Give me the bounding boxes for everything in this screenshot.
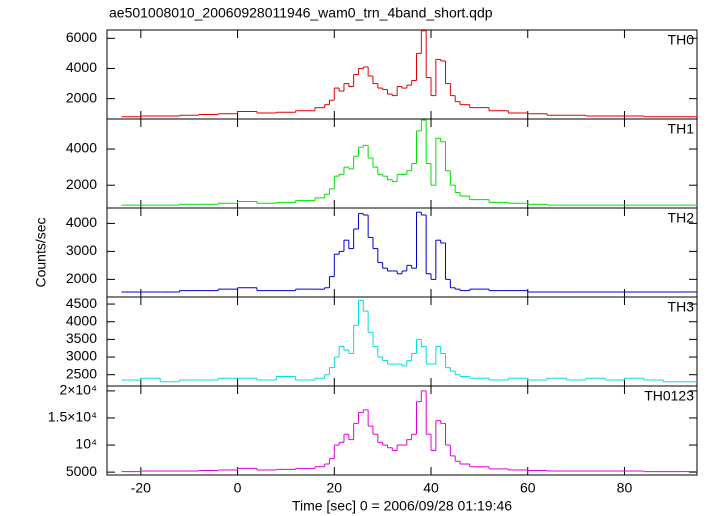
y-tick-label: 4500	[66, 295, 97, 311]
series-label: TH0	[668, 32, 695, 48]
panel-frame	[106, 296, 698, 387]
x-axis-label: Time [sec] 0 = 2006/09/28 01:19:46	[292, 498, 512, 514]
y-tick-label: 2×10⁴	[59, 382, 97, 398]
chart-title: ae501008010_20060928011946_wam0_trn_4ban…	[109, 5, 493, 21]
x-tick-label: 20	[327, 480, 343, 496]
x-tick-label: -20	[131, 480, 151, 496]
y-tick-label: 3000	[66, 348, 97, 364]
y-tick-label: 2000	[66, 176, 97, 192]
panel-frame	[106, 29, 698, 120]
y-tick-label: 2000	[66, 89, 97, 105]
series-label: TH3	[668, 299, 695, 315]
x-tick-label: 80	[617, 480, 633, 496]
y-tick-label: 4000	[66, 214, 97, 230]
x-tick-label: 0	[234, 480, 242, 496]
y-tick-label: 6000	[66, 29, 97, 45]
y-tick-label: 4000	[66, 140, 97, 156]
x-tick-label: 60	[520, 480, 536, 496]
y-tick-label: 2500	[66, 365, 97, 381]
panel-frame	[106, 207, 698, 298]
series-label: TH1	[668, 121, 695, 137]
y-tick-label: 4000	[66, 59, 97, 75]
panel-frame	[106, 385, 698, 476]
y-axis-label: Counts/sec	[33, 217, 49, 287]
y-tick-label: 3500	[66, 330, 97, 346]
y-tick-label: 5000	[66, 463, 97, 479]
series-label: TH0123	[644, 388, 694, 404]
series-label: TH2	[668, 210, 695, 226]
y-tick-label: 10⁴	[75, 436, 97, 452]
y-tick-label: 2000	[66, 270, 97, 286]
y-tick-label: 3000	[66, 242, 97, 258]
y-tick-label: 1.5×10⁴	[48, 409, 97, 425]
y-tick-label: 4000	[66, 312, 97, 328]
x-tick-label: 40	[423, 480, 439, 496]
panel-frame	[106, 118, 698, 209]
